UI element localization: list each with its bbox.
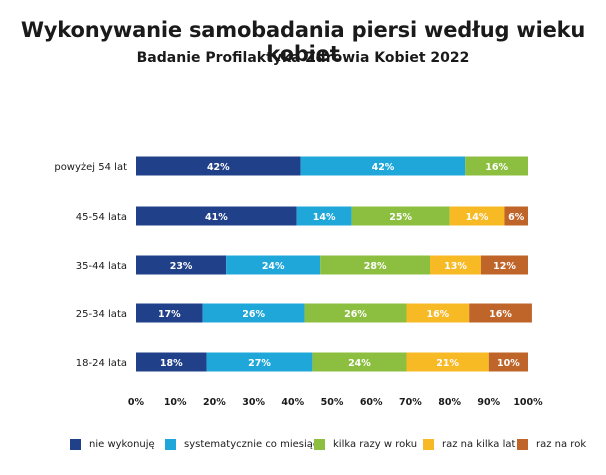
data-label: 42% (207, 162, 230, 173)
legend-item: kilka razy w roku (314, 434, 417, 454)
category-label: 45-54 lata (76, 212, 127, 223)
legend-swatch (517, 438, 528, 450)
x-tick-label: 70% (399, 397, 422, 408)
legend-swatch (70, 438, 81, 450)
data-label: 24% (348, 358, 371, 369)
legend-label: raz na kilka lat (442, 438, 516, 450)
bar-segment (296, 206, 352, 226)
x-tick-label: 20% (203, 397, 226, 408)
bar-segment (136, 303, 203, 323)
x-tick-label: 0% (128, 397, 145, 408)
bar-segment (488, 352, 528, 372)
bar-segment (406, 303, 470, 323)
data-label: 27% (248, 358, 271, 369)
legend-item: raz na kilka lat (423, 434, 515, 454)
data-label: 25% (389, 212, 412, 223)
x-tick-label: 90% (477, 397, 500, 408)
x-tick-label: 10% (164, 397, 187, 408)
x-tick-label: 80% (438, 397, 461, 408)
bar-segment (351, 206, 450, 226)
data-label: 18% (160, 358, 183, 369)
bar-segment (312, 352, 407, 372)
data-label: 28% (364, 261, 387, 272)
bar-segment (304, 303, 407, 323)
x-tick-label: 60% (360, 397, 383, 408)
data-label: 42% (372, 162, 395, 173)
legend-label: kilka razy w roku (333, 438, 418, 450)
data-label: 26% (344, 309, 367, 320)
data-label: 23% (170, 261, 193, 272)
x-tick-label: 30% (242, 397, 265, 408)
data-label: 14% (313, 212, 336, 223)
chart-legend: nie wykonuję systematycznie co miesiąc kil… (0, 434, 606, 454)
data-label: 6% (508, 212, 525, 223)
legend-label: nie wykonuję (89, 438, 155, 450)
bar-segment (136, 352, 207, 372)
bar-segment (226, 255, 321, 275)
category-label: 35-44 lata (76, 261, 127, 272)
x-tick-label: 50% (321, 397, 344, 408)
data-label: 24% (262, 261, 285, 272)
legend-swatch (314, 438, 325, 450)
data-label: 41% (205, 212, 228, 223)
bar-segment (449, 206, 505, 226)
data-label: 16% (489, 309, 512, 320)
bar-segment (136, 206, 297, 226)
bar-segment (206, 352, 313, 372)
bar-segment (202, 303, 305, 323)
data-label: 13% (444, 261, 467, 272)
data-label: 10% (497, 358, 520, 369)
bar-segment (136, 156, 301, 176)
bar-segment (469, 303, 532, 323)
category-label: 18-24 lata (76, 358, 127, 369)
legend-swatch (423, 438, 434, 450)
legend-label: systematycznie co miesiąc (184, 438, 319, 450)
category-label: 25-34 lata (76, 309, 127, 320)
chart-subtitle: Badanie Profilaktyka Zdrowia Kobiet 2022 (136, 50, 470, 66)
bar-segment (480, 255, 528, 275)
data-label: 16% (426, 309, 449, 320)
chart-title: Wykonywanie samobadania piersi według wi… (20, 18, 586, 66)
data-label: 16% (485, 162, 508, 173)
data-label: 14% (466, 212, 489, 223)
legend-item: nie wykonuję (70, 434, 155, 454)
bar-segment (320, 255, 430, 275)
bar-segment (406, 352, 489, 372)
data-label: 12% (493, 261, 516, 272)
bar-segment (504, 206, 528, 226)
legend-swatch (165, 438, 176, 450)
bar-segment (430, 255, 481, 275)
legend-item: systematycznie co miesiąc (165, 434, 318, 454)
x-tick-label: 100% (513, 397, 543, 408)
x-tick-label: 40% (281, 397, 304, 408)
data-label: 17% (158, 309, 181, 320)
bar-segment (136, 255, 227, 275)
category-label: powyżej 54 lat (54, 162, 127, 173)
data-label: 26% (242, 309, 265, 320)
legend-label: raz na rok (536, 438, 587, 450)
bar-segment (465, 156, 528, 176)
data-label: 21% (436, 358, 459, 369)
legend-item: raz na rok (517, 434, 586, 454)
bar-segment (300, 156, 466, 176)
